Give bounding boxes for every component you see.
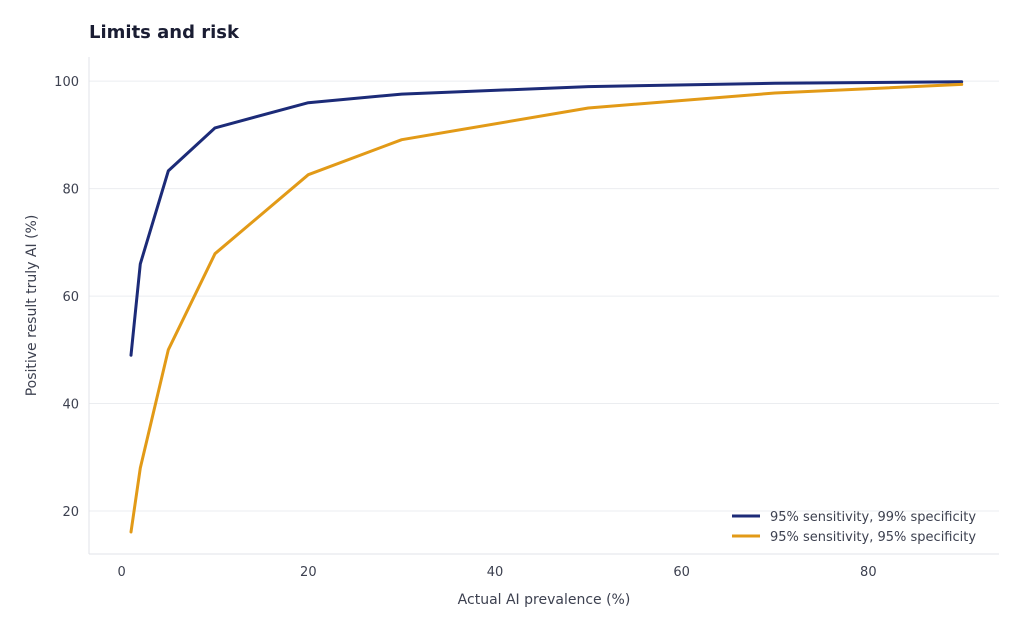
y-tick-label: 40 [62, 398, 79, 413]
axes [88, 57, 999, 555]
x-tick-label: 80 [860, 565, 877, 580]
series-lines [129, 80, 964, 534]
legend-label: 95% sensitivity, 95% specificity [770, 530, 976, 545]
x-tick-labels: 0 20 40 60 80 [118, 565, 877, 580]
legend: 95% sensitivity, 99% specificity 95% sens… [732, 510, 976, 545]
x-tick-label: 0 [118, 565, 126, 580]
chart-title: Limits and risk [89, 22, 239, 43]
y-tick-labels: 20 40 60 80 100 [54, 75, 79, 520]
series-line-1 [129, 80, 964, 357]
gridlines [89, 80, 999, 512]
y-tick-label: 100 [54, 75, 79, 90]
y-axis-label: Positive result truly AI (%) [24, 215, 40, 397]
x-tick-label: 40 [487, 565, 504, 580]
y-tick-label: 20 [62, 505, 79, 520]
x-axis-label: Actual AI prevalence (%) [458, 592, 631, 608]
y-tick-label: 60 [62, 290, 79, 305]
y-tick-label: 80 [62, 183, 79, 198]
series-line-2 [129, 82, 964, 534]
x-tick-label: 60 [673, 565, 690, 580]
x-tick-label: 20 [300, 565, 317, 580]
legend-label: 95% sensitivity, 99% specificity [770, 510, 976, 525]
